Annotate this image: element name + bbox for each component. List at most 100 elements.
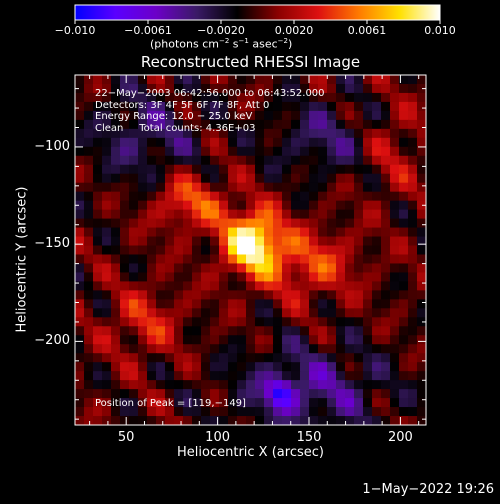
- heatmap-cell: [147, 245, 157, 256]
- heatmap-cell: [147, 200, 157, 211]
- heatmap-cell: [318, 317, 328, 327]
- heatmap-cell: [201, 146, 211, 157]
- heatmap-cell: [336, 101, 346, 112]
- heatmap-cell: [219, 164, 229, 175]
- heatmap-cell: [192, 227, 202, 238]
- heatmap-cell: [408, 191, 418, 202]
- heatmap-cell: [363, 110, 373, 121]
- heatmap-cell: [219, 326, 229, 336]
- heatmap-cell: [399, 380, 409, 390]
- heatmap-cell: [336, 110, 346, 121]
- heatmap-cell: [372, 398, 382, 408]
- heatmap-cell: [246, 146, 256, 157]
- heatmap-cell: [210, 164, 220, 175]
- heatmap-cell: [156, 227, 166, 238]
- heatmap-cell: [201, 344, 211, 354]
- heatmap-cell: [381, 407, 391, 417]
- heatmap-cell: [264, 236, 274, 247]
- heatmap-cell: [156, 299, 166, 309]
- heatmap-cell: [246, 416, 256, 425]
- heatmap-cell: [327, 344, 337, 354]
- heatmap-cell: [102, 75, 112, 85]
- heatmap-cell: [246, 272, 256, 283]
- heatmap-cell: [309, 398, 319, 408]
- heatmap-cell: [390, 164, 400, 175]
- heatmap-cell: [327, 191, 337, 202]
- heatmap-cell: [228, 119, 238, 130]
- heatmap-cell: [399, 218, 409, 229]
- heatmap-cell: [201, 281, 211, 291]
- heatmap-cell: [138, 326, 148, 336]
- heatmap-cell: [111, 218, 121, 229]
- heatmap-cell: [156, 200, 166, 211]
- heatmap-cell: [237, 200, 247, 211]
- heatmap-cell: [327, 128, 337, 139]
- heatmap-cell: [273, 110, 283, 121]
- heatmap-cell: [201, 101, 211, 112]
- heatmap-cell: [111, 380, 121, 390]
- heatmap-cell: [129, 263, 139, 274]
- heatmap-cell: [174, 317, 184, 327]
- heatmap-cell: [192, 146, 202, 157]
- heatmap-cell: [93, 389, 103, 399]
- heatmap-cell: [282, 362, 292, 372]
- heatmap-cell: [318, 362, 328, 372]
- heatmap-cell: [165, 182, 175, 193]
- heatmap-cell: [210, 236, 220, 247]
- heatmap-cell: [246, 290, 256, 300]
- heatmap-cell: [381, 227, 391, 238]
- heatmap-cell: [165, 389, 175, 399]
- heatmap-cell: [165, 227, 175, 238]
- heatmap-cell: [84, 92, 94, 103]
- heatmap-cell: [390, 236, 400, 247]
- heatmap-cell: [120, 254, 130, 265]
- heatmap-cell: [264, 245, 274, 256]
- heatmap-cell: [345, 254, 355, 265]
- heatmap-cell: [336, 209, 346, 220]
- heatmap-cell: [219, 299, 229, 309]
- heatmap-cell: [75, 281, 85, 291]
- heatmap-cell: [84, 173, 94, 184]
- heatmap-cell: [336, 236, 346, 247]
- heatmap-cell: [300, 110, 310, 121]
- heatmap-cell: [390, 227, 400, 238]
- heatmap-cell: [93, 173, 103, 184]
- heatmap-cell: [156, 416, 166, 425]
- heatmap-cell: [336, 299, 346, 309]
- heatmap-cell: [111, 209, 121, 220]
- heatmap-cell: [381, 92, 391, 103]
- heatmap-cell: [408, 371, 418, 381]
- heatmap-cell: [147, 236, 157, 247]
- heatmap-cell: [417, 155, 426, 166]
- heatmap-cell: [372, 236, 382, 247]
- heatmap-cell: [282, 398, 292, 408]
- heatmap-cell: [201, 416, 211, 425]
- heatmap-cell: [327, 263, 337, 274]
- heatmap-cell: [318, 245, 328, 256]
- heatmap-cell: [138, 290, 148, 300]
- heatmap-cell: [390, 218, 400, 229]
- heatmap-cell: [336, 155, 346, 166]
- heatmap-cell: [111, 128, 121, 139]
- heatmap-cell: [345, 344, 355, 354]
- heatmap-cell: [201, 164, 211, 175]
- heatmap-cell: [246, 380, 256, 390]
- heatmap-cell: [399, 92, 409, 103]
- heatmap-cell: [264, 101, 274, 112]
- heatmap-cell: [372, 209, 382, 220]
- heatmap-cell: [192, 110, 202, 121]
- heatmap-cell: [93, 299, 103, 309]
- heatmap-cell: [309, 119, 319, 130]
- heatmap-cell: [147, 272, 157, 283]
- heatmap-cell: [390, 200, 400, 211]
- heatmap-cell: [84, 344, 94, 354]
- heatmap-cell: [363, 83, 373, 94]
- heatmap-cell: [129, 218, 139, 229]
- heatmap-cell: [354, 191, 364, 202]
- heatmap-cell: [381, 110, 391, 121]
- heatmap-cell: [219, 245, 229, 256]
- heatmap-cell: [264, 137, 274, 148]
- heatmap-cell: [399, 290, 409, 300]
- heatmap-cell: [399, 281, 409, 291]
- heatmap-cell: [408, 335, 418, 345]
